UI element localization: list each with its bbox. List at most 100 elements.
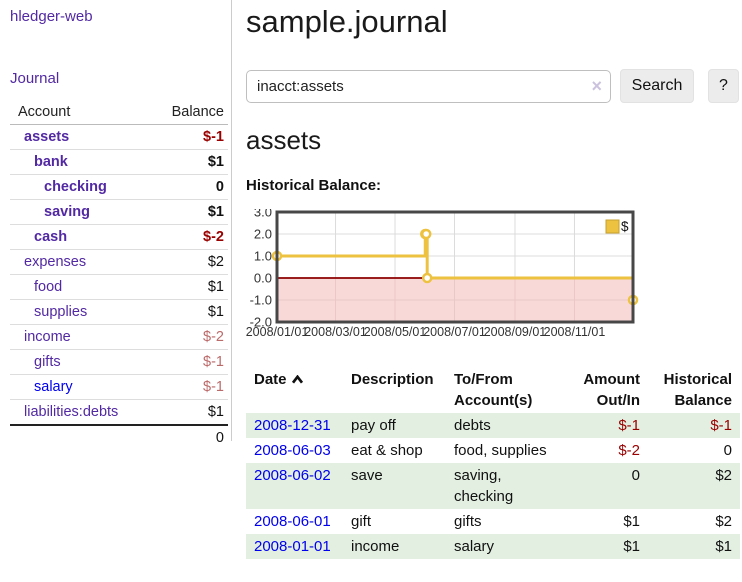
account-balance: $1 [148, 399, 228, 426]
sidebar: hledger-web Journal Account Balance asse… [0, 0, 232, 450]
svg-text:2.0: 2.0 [254, 227, 272, 242]
help-button[interactable]: ? [708, 69, 739, 103]
transaction-balance: $2 [648, 463, 740, 509]
app-title-link[interactable]: hledger-web [10, 8, 93, 25]
account-row-liabilities-debts: liabilities:debts $1 [10, 399, 228, 426]
svg-text:0.0: 0.0 [254, 271, 272, 286]
search-form: × Search ? [246, 69, 742, 103]
journal-link[interactable]: Journal [10, 70, 60, 87]
account-balance: $1 [148, 199, 228, 225]
register-header-description: Description [351, 371, 434, 388]
transaction-balance: $-1 [648, 413, 740, 438]
register-row: 2008-06-03 eat & shop food, supplies $-2… [246, 438, 740, 463]
account-link-cash[interactable]: cash [34, 229, 68, 245]
account-link-supplies[interactable]: supplies [34, 304, 88, 320]
transaction-date-link[interactable]: 2008-06-02 [254, 467, 331, 484]
account-heading: assets [246, 125, 322, 155]
transaction-description: income [343, 534, 446, 559]
account-link-liabilities-debts[interactable]: liabilities:debts [24, 404, 119, 420]
account-row-expenses: expenses $2 [10, 249, 228, 275]
register-header-date[interactable]: Date [246, 367, 343, 413]
transaction-date-link[interactable]: 2008-12-31 [254, 417, 331, 434]
svg-text:2008/07/01: 2008/07/01 [423, 325, 486, 339]
transaction-amount: 0 [566, 463, 648, 509]
chart-label: Historical Balance: [246, 177, 382, 194]
transaction-balance: $2 [715, 513, 732, 530]
account-link-expenses[interactable]: expenses [24, 254, 87, 270]
account-row-assets: assets $-1 [10, 124, 228, 150]
account-row-bank: bank $1 [10, 149, 228, 175]
account-link-food[interactable]: food [34, 279, 63, 295]
account-row-supplies: supplies $1 [10, 299, 228, 325]
account-link-salary[interactable]: salary [34, 379, 73, 395]
transaction-balance: $1 [648, 534, 740, 559]
transaction-date-link[interactable]: 2008-01-01 [254, 538, 331, 555]
account-balance: $1 [148, 274, 228, 300]
account-balance: $2 [148, 249, 228, 275]
account-balance: $-2 [148, 224, 228, 250]
transaction-description: gift [351, 513, 372, 530]
account-balance: $1 [148, 149, 228, 175]
transaction-accounts: saving, checking [446, 463, 566, 509]
account-balance: $1 [148, 299, 228, 325]
svg-text:3.0: 3.0 [254, 209, 272, 220]
svg-text:2008/09/01: 2008/09/01 [484, 325, 547, 339]
account-row-cash: cash $-2 [10, 224, 228, 250]
transaction-amount: $-2 [618, 442, 640, 459]
transaction-description: save [343, 463, 446, 509]
page-title: sample.journal [246, 4, 448, 39]
transaction-balance: 0 [723, 442, 732, 459]
account-balance: $-1 [148, 124, 228, 150]
main-panel: sample.journal × Search ? assets Histori… [233, 0, 742, 582]
account-link-checking[interactable]: checking [44, 179, 107, 195]
account-link-saving[interactable]: saving [44, 204, 90, 220]
transaction-date-link[interactable]: 2008-06-01 [254, 513, 331, 530]
account-balance: $-1 [148, 374, 228, 400]
transaction-date-link[interactable]: 2008-06-03 [254, 442, 331, 459]
register-row: 2008-06-01 gift gifts $1 $2 [246, 509, 740, 534]
account-row-checking: checking 0 [10, 174, 228, 200]
search-button[interactable]: Search [620, 69, 694, 103]
register-table: Date Description To/From Account(s) Amou… [246, 367, 740, 559]
transaction-description: pay off [343, 413, 446, 438]
account-link-assets[interactable]: assets [24, 129, 70, 145]
transaction-amount: $1 [566, 534, 648, 559]
account-link-gifts[interactable]: gifts [34, 354, 61, 370]
transaction-amount: $-1 [566, 413, 648, 438]
account-link-bank[interactable]: bank [34, 154, 68, 170]
account-row-food: food $1 [10, 274, 228, 300]
transaction-amount: $1 [623, 513, 640, 530]
register-row: 2008-12-31 pay off debts $-1 $-1 [246, 413, 740, 438]
balance-chart-canvas: $3.0 2.0 1.0 0.0 -1.0 -2.02008/01/012008/03/0… [246, 209, 639, 339]
svg-text:$: $ [621, 219, 629, 234]
account-row-saving: saving $1 [10, 199, 228, 225]
register-header-accounts: To/From Account(s) [454, 371, 533, 409]
svg-text:-1.0: -1.0 [250, 293, 272, 308]
search-input[interactable] [246, 69, 611, 103]
accounts-total-row: 0 [10, 424, 228, 450]
balance-column-header: Balance [148, 101, 228, 125]
transaction-accounts: debts [446, 413, 566, 438]
account-balance: $-2 [148, 324, 228, 350]
transaction-accounts: food, supplies [454, 442, 547, 459]
transaction-accounts: gifts [454, 513, 482, 530]
svg-text:2008/05/01: 2008/05/01 [364, 325, 427, 339]
account-balance: 0 [148, 174, 228, 200]
register-header-amount: Amount Out/In [583, 371, 640, 409]
account-link-income[interactable]: income [24, 329, 71, 345]
svg-text:-2.0: -2.0 [250, 315, 272, 330]
register-row: 2008-01-01 income salary $1 $1 [246, 534, 740, 559]
transaction-description: eat & shop [351, 442, 423, 459]
historical-balance-chart: $3.0 2.0 1.0 0.0 -1.0 -2.0 2008/01/01 2008/03/0… [246, 209, 742, 341]
svg-text:2008/01/01: 2008/01/01 [246, 325, 308, 339]
account-row-salary: salary $-1 [10, 374, 228, 400]
account-balance: $-1 [148, 349, 228, 375]
account-tree-table: Account Balance assets $-1 bank $1 checkin… [10, 101, 228, 450]
svg-text:2008/11/01: 2008/11/01 [544, 325, 606, 339]
sort-ascending-icon [291, 369, 304, 390]
account-row-income: income $-2 [10, 324, 228, 350]
svg-text:2008/03/01: 2008/03/01 [304, 325, 367, 339]
account-column-header: Account [10, 101, 149, 125]
clear-search-icon[interactable]: × [591, 75, 602, 96]
transaction-accounts: salary [446, 534, 566, 559]
